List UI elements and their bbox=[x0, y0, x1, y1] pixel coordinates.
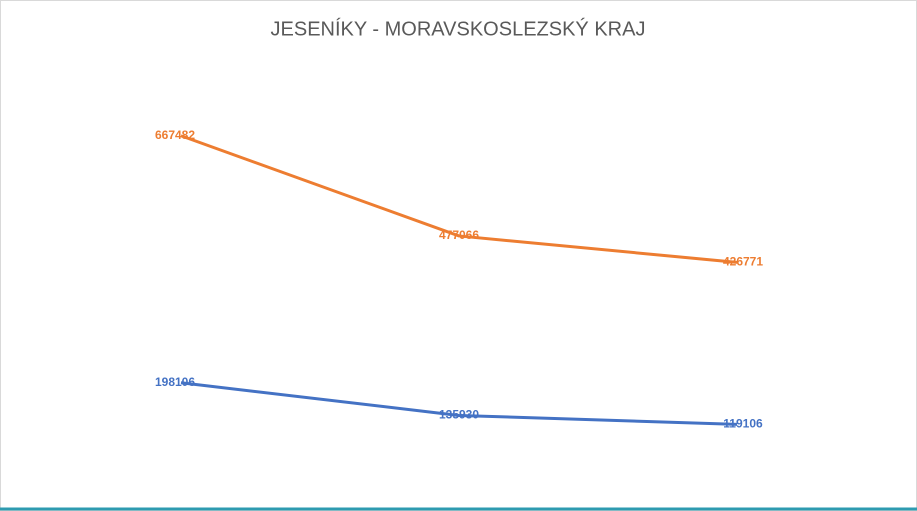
data-label: 667482 bbox=[155, 128, 195, 142]
data-label: 119106 bbox=[723, 416, 763, 430]
data-label: 198106 bbox=[155, 375, 195, 389]
series-line bbox=[180, 381, 738, 426]
data-label: 477066 bbox=[439, 228, 479, 242]
data-label: 135930 bbox=[439, 408, 479, 422]
series-line bbox=[180, 134, 738, 264]
chart-title: JESENÍKY - MORAVSKOSLEZSKÝ KRAJ bbox=[271, 17, 646, 40]
data-label: 426771 bbox=[723, 255, 763, 269]
